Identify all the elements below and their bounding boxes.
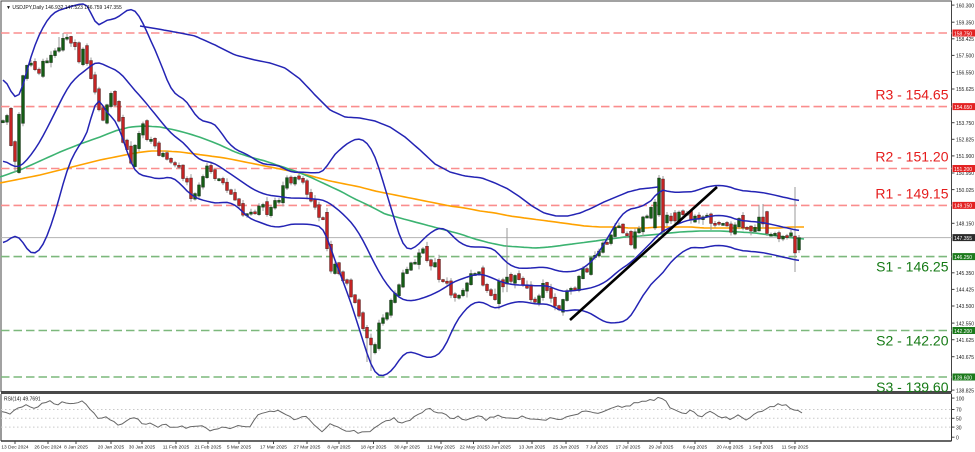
svg-text:▼ USDJPY,Daily 146.932 147.52: ▼ USDJPY,Daily 146.932 147.523 146.759 1… [6,5,122,11]
svg-text:148.150: 148.150 [956,222,974,228]
svg-text:20 Aug 2025: 20 Aug 2025 [717,445,744,451]
svg-text:153.750: 153.750 [956,121,974,127]
svg-text:R2 - 151.20: R2 - 151.20 [875,149,948,165]
svg-text:146.250: 146.250 [954,255,972,261]
svg-text:157.500: 157.500 [956,54,974,60]
svg-text:7 Jul 2025: 7 Jul 2025 [586,445,608,451]
svg-text:100: 100 [956,396,965,402]
svg-text:159.350: 159.350 [956,20,974,26]
svg-text:142.550: 142.550 [956,321,974,327]
svg-text:30 Apr 2025: 30 Apr 2025 [394,445,420,451]
svg-text:160.300: 160.300 [956,3,974,9]
svg-text:26 Dec 2024: 26 Dec 2024 [34,445,62,451]
svg-text:30: 30 [956,425,962,431]
svg-text:149.150: 149.150 [954,204,972,210]
svg-text:17 Jul 2025: 17 Jul 2025 [616,445,641,451]
svg-text:20 Jan 2025: 20 Jan 2025 [98,445,125,451]
svg-text:3 Jun 2025: 3 Jun 2025 [487,445,511,451]
svg-text:139.600: 139.600 [954,375,972,381]
svg-text:50: 50 [956,417,962,423]
svg-text:S3 - 139.60: S3 - 139.60 [876,379,949,395]
svg-text:8 Apr 2025: 8 Apr 2025 [327,445,351,451]
svg-text:156.550: 156.550 [956,71,974,77]
svg-text:152.825: 152.825 [956,138,974,144]
svg-text:R3 - 154.65: R3 - 154.65 [875,87,948,103]
svg-text:25 Jun 2025: 25 Jun 2025 [553,445,580,451]
svg-text:143.500: 143.500 [956,304,974,310]
svg-text:S1 - 146.25: S1 - 146.25 [876,259,949,275]
svg-text:29 Jul 2025: 29 Jul 2025 [649,445,674,451]
svg-text:S2 - 142.20: S2 - 142.20 [876,333,949,349]
svg-text:RSI(14) 49.7691: RSI(14) 49.7691 [4,396,41,402]
svg-text:11 Sep 2025: 11 Sep 2025 [782,445,809,451]
svg-text:155.625: 155.625 [956,87,974,93]
svg-text:12 May 2025: 12 May 2025 [427,445,455,451]
svg-text:13 Jun 2025: 13 Jun 2025 [519,445,546,451]
svg-text:5 Mar 2025: 5 Mar 2025 [227,445,252,451]
svg-text:151.900: 151.900 [956,154,974,160]
svg-text:8 Aug 2025: 8 Aug 2025 [683,445,708,451]
svg-text:21 Feb 2025: 21 Feb 2025 [195,445,222,451]
svg-text:17 Mar 2025: 17 Mar 2025 [260,445,287,451]
svg-text:70: 70 [956,408,962,414]
svg-text:158.425: 158.425 [956,37,974,43]
svg-text:27 Mar 2025: 27 Mar 2025 [294,445,321,451]
svg-text:13 Dec 2024: 13 Dec 2024 [1,445,29,451]
svg-text:22 May 2025: 22 May 2025 [460,445,488,451]
svg-text:0: 0 [956,435,959,441]
svg-text:144.425: 144.425 [956,288,974,294]
svg-text:151.200: 151.200 [954,167,972,173]
svg-text:30 Jan 2025: 30 Jan 2025 [129,445,156,451]
svg-text:11 Feb 2025: 11 Feb 2025 [163,445,190,451]
svg-text:145.350: 145.350 [956,271,974,277]
svg-text:142.200: 142.200 [954,329,972,335]
svg-text:1 Sep 2025: 1 Sep 2025 [749,445,774,451]
svg-text:147.355: 147.355 [954,236,972,242]
svg-text:141.625: 141.625 [956,338,974,344]
svg-text:140.675: 140.675 [956,355,974,361]
svg-text:154.650: 154.650 [954,105,972,111]
svg-text:18 Apr 2025: 18 Apr 2025 [361,445,387,451]
svg-text:158.750: 158.750 [954,31,972,37]
svg-text:150.950: 150.950 [956,171,974,177]
svg-text:138.825: 138.825 [956,388,974,394]
svg-text:150.025: 150.025 [956,188,974,194]
svg-text:R1 - 149.15: R1 - 149.15 [875,185,948,201]
svg-text:8 Jan 2025: 8 Jan 2025 [64,445,88,451]
